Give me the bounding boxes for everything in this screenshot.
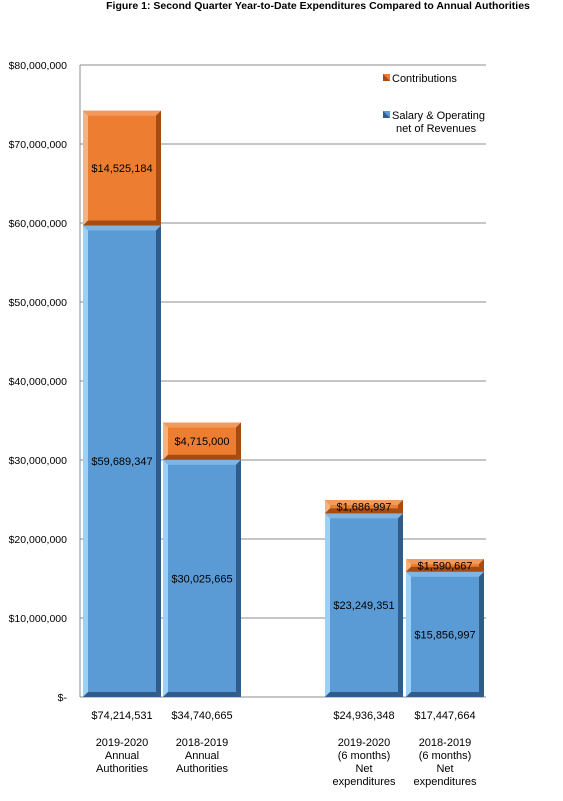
bar-contributions-bevel-left xyxy=(325,500,330,514)
bar-salary-operating-front xyxy=(406,571,484,697)
category-label: (6 months) xyxy=(338,750,391,762)
data-labels: $59,689,347 $14,525,184 $30,025,665 $4,715,… xyxy=(91,163,475,641)
bar-contributions-bevel-bottom xyxy=(163,454,241,460)
bar-salary-operating-bevel-top xyxy=(325,513,403,519)
data-label-contributions: $4,715,000 xyxy=(174,436,229,448)
legend-item: Contributions xyxy=(383,73,457,85)
bar-contributions-bevel-bottom xyxy=(83,220,161,226)
data-label-contributions: $1,686,997 xyxy=(336,502,391,514)
bar-salary-operating-bevel-right xyxy=(398,513,403,697)
y-tick-label: $80,000,000 xyxy=(9,60,68,72)
bar-salary-operating xyxy=(163,459,241,697)
bar-salary-operating-bevel-left xyxy=(325,513,330,697)
bar-contributions-bevel-top xyxy=(406,559,484,565)
x-axis: $74,214,5312019-2020AnnualAuthorities$34… xyxy=(91,710,477,788)
y-tick-label: $70,000,000 xyxy=(9,139,68,151)
bar-contributions-bevel-bottom xyxy=(325,508,403,514)
legend-label: Salary & Operating xyxy=(392,110,485,122)
y-tick-label: $60,000,000 xyxy=(9,218,68,230)
y-tick-label: $- xyxy=(58,692,68,704)
y-tick-label: $30,000,000 xyxy=(9,455,68,467)
category-label: 2019-2020 xyxy=(338,737,391,749)
bar-salary-operating-front xyxy=(325,513,403,697)
category-label: 2018-2019 xyxy=(419,737,472,749)
bar-contributions-bevel-top xyxy=(83,110,161,116)
bar-contributions xyxy=(163,422,241,460)
bar-contributions-bevel-right xyxy=(398,500,403,514)
category-total-label: $34,740,665 xyxy=(171,710,232,722)
bar-contributions-bevel-right xyxy=(156,110,161,226)
category-label: 2019-2020 xyxy=(96,737,149,749)
bar-salary-operating-bevel-bottom xyxy=(325,692,403,697)
bar-salary-operating-bevel-left xyxy=(406,571,411,697)
bar-salary-operating-bevel-bottom xyxy=(163,692,241,697)
bar-contributions-bevel-left xyxy=(83,110,88,226)
category-label: 2018-2019 xyxy=(176,737,229,749)
bar-contributions xyxy=(325,500,403,514)
data-label-salary-operating: $23,249,351 xyxy=(333,600,394,612)
bar-salary-operating xyxy=(406,571,484,697)
data-label-salary-operating: $30,025,665 xyxy=(171,573,232,585)
bar-contributions-bevel-bottom xyxy=(406,566,484,572)
category-label: expenditures xyxy=(414,776,477,788)
bar-salary-operating xyxy=(83,225,161,697)
category-label: Net xyxy=(436,763,453,775)
category-label: (6 months) xyxy=(419,750,472,762)
y-tick-label: $10,000,000 xyxy=(9,613,68,625)
bar-contributions xyxy=(83,110,161,226)
category-label: expenditures xyxy=(333,776,396,788)
bar-salary-operating-front xyxy=(83,225,161,697)
bar-salary-operating-bevel-bottom xyxy=(406,692,484,697)
bar-contributions-front xyxy=(163,422,241,460)
data-label-contributions: $1,590,667 xyxy=(417,560,472,572)
y-tick-label: $50,000,000 xyxy=(9,297,68,309)
bar-salary-operating-bevel-top xyxy=(163,459,241,465)
category-label: Authorities xyxy=(176,763,228,775)
legend-label: Contributions xyxy=(392,73,457,85)
bar-salary-operating-bevel-top xyxy=(406,571,484,577)
bar-salary-operating-front xyxy=(163,459,241,697)
category-label: Authorities xyxy=(96,763,148,775)
bar-contributions-bevel-left xyxy=(163,422,168,460)
chart-title: Figure 1: Second Quarter Year-to-Date Ex… xyxy=(106,0,530,12)
data-label-contributions: $14,525,184 xyxy=(91,163,152,175)
y-tick-label: $40,000,000 xyxy=(9,376,68,388)
category-label: Annual xyxy=(105,750,139,762)
bar-salary-operating-bevel-left xyxy=(163,459,168,697)
data-label-salary-operating: $59,689,347 xyxy=(91,456,152,468)
bar-contributions xyxy=(406,559,484,572)
legend-label: net of Revenues xyxy=(396,123,477,135)
bar-salary-operating xyxy=(325,513,403,697)
bars xyxy=(83,110,484,697)
bar-salary-operating-bevel-right xyxy=(236,459,241,697)
bar-salary-operating-bevel-right xyxy=(156,225,161,697)
bar-contributions-bevel-top xyxy=(163,422,241,428)
category-label: Annual xyxy=(185,750,219,762)
data-label-salary-operating: $15,856,997 xyxy=(414,629,475,641)
bar-salary-operating-bevel-top xyxy=(83,225,161,231)
bar-salary-operating-bevel-bottom xyxy=(83,692,161,697)
y-tick-label: $20,000,000 xyxy=(9,534,68,546)
bar-contributions-bevel-left xyxy=(406,559,411,572)
bar-salary-operating-bevel-left xyxy=(83,225,88,697)
category-total-label: $74,214,531 xyxy=(91,710,152,722)
category-label: Net xyxy=(355,763,372,775)
bar-contributions-bevel-right xyxy=(236,422,241,460)
legend-swatch-shade xyxy=(383,74,390,81)
bar-salary-operating-bevel-right xyxy=(479,571,484,697)
legend-swatch-shade xyxy=(383,111,390,118)
category-total-label: $24,936,348 xyxy=(333,710,394,722)
category-total-label: $17,447,664 xyxy=(414,710,475,722)
bar-contributions-bevel-right xyxy=(479,559,484,572)
bar-contributions-front xyxy=(83,110,161,226)
bar-contributions-bevel-top xyxy=(325,500,403,506)
